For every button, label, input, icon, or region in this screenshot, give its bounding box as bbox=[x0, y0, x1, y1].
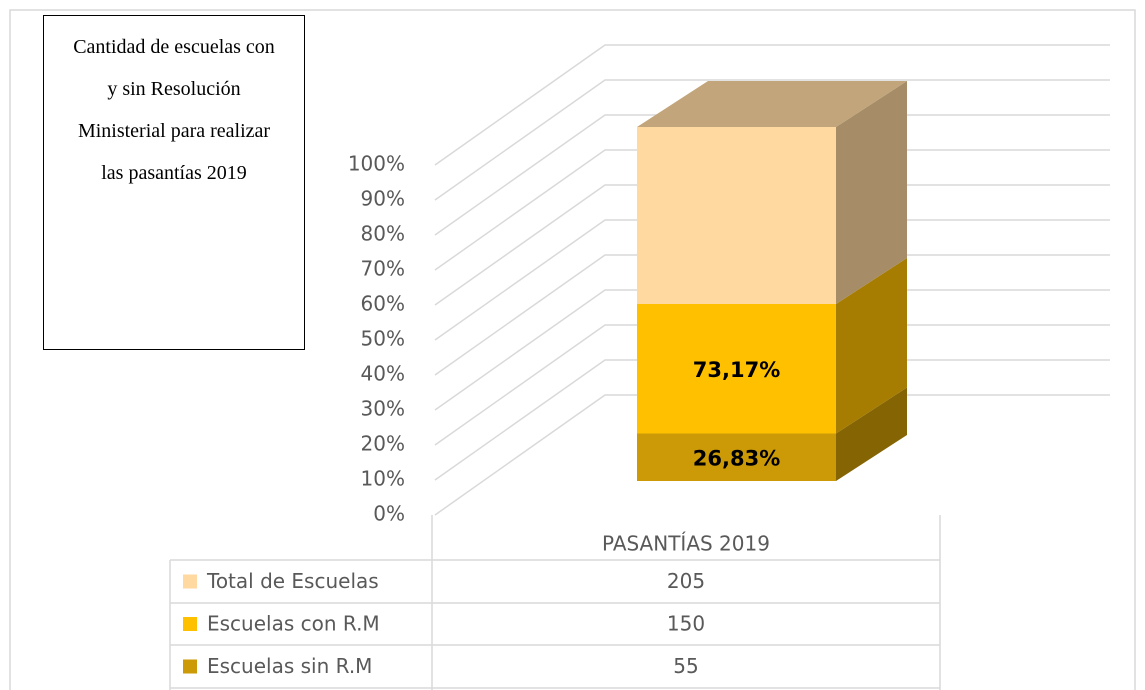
data-label: 26,83% bbox=[693, 446, 780, 470]
table-value: 55 bbox=[673, 654, 698, 678]
y-tick-label: 60% bbox=[361, 292, 405, 316]
y-tick-label: 30% bbox=[361, 397, 405, 421]
bar-side bbox=[836, 387, 907, 481]
y-tick-label: 50% bbox=[361, 327, 405, 351]
grid-line bbox=[434, 254, 1110, 376]
bar-top bbox=[637, 81, 907, 127]
bar bbox=[637, 127, 836, 304]
legend-label: Escuelas con R.M bbox=[207, 612, 380, 636]
grid-line bbox=[434, 79, 1110, 201]
chart-frame bbox=[9, 9, 1136, 690]
legend-swatch bbox=[183, 659, 197, 674]
table-value: 205 bbox=[667, 569, 705, 593]
legend-label: Total de Escuelas bbox=[206, 569, 379, 593]
grid-line bbox=[434, 44, 1110, 166]
bar bbox=[637, 433, 836, 481]
legend-swatch bbox=[183, 617, 197, 631]
y-tick-label: 90% bbox=[361, 187, 405, 211]
data-label: 73,17% bbox=[693, 358, 780, 382]
grid-line bbox=[434, 149, 1110, 271]
grid-line bbox=[434, 184, 1110, 306]
y-tick-label: 0% bbox=[373, 502, 405, 526]
y-tick-label: 20% bbox=[361, 432, 405, 456]
bar bbox=[637, 304, 836, 434]
legend-swatch bbox=[183, 574, 197, 589]
x-tick-label: PASANTÍAS 2019 bbox=[602, 532, 770, 556]
y-tick-label: 10% bbox=[361, 467, 405, 491]
grid-line bbox=[434, 219, 1110, 341]
table-value: 150 bbox=[667, 612, 705, 636]
grid-line bbox=[434, 114, 1110, 236]
chart-title: Cantidad de escuelas con y sin Resolució… bbox=[43, 15, 305, 350]
bar-side bbox=[836, 81, 907, 304]
bar-side bbox=[836, 258, 907, 434]
y-tick-label: 80% bbox=[361, 222, 405, 246]
grid-line bbox=[434, 359, 1110, 481]
y-tick-label: 70% bbox=[361, 257, 405, 281]
grid-line bbox=[434, 324, 1110, 446]
y-tick-label: 100% bbox=[348, 152, 405, 176]
legend-label: Escuelas sin R.M bbox=[207, 654, 372, 678]
grid-line bbox=[434, 394, 1110, 516]
grid-line bbox=[434, 289, 1110, 411]
y-tick-label: 40% bbox=[361, 362, 405, 386]
